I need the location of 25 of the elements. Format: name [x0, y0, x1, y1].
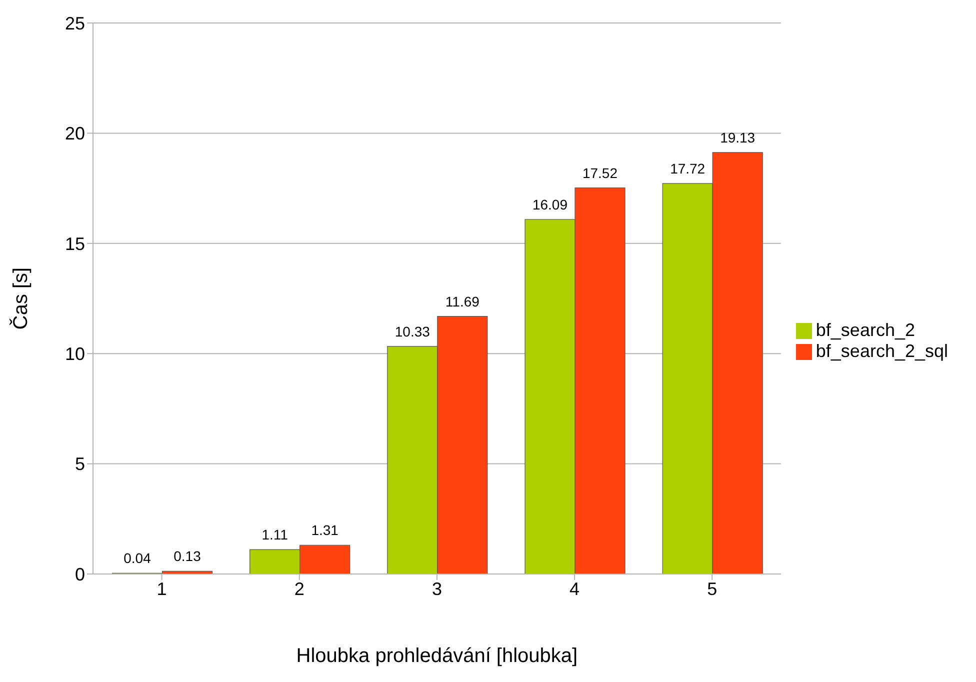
data-label: 0.13 [174, 548, 202, 564]
data-label: 1.31 [311, 522, 339, 538]
y-axis-title: Čas [s] [9, 267, 32, 330]
data-label: 10.33 [394, 323, 430, 340]
y-tick-label: 10 [64, 344, 85, 364]
data-label: 19.13 [720, 129, 756, 146]
x-tick-label: 1 [156, 578, 167, 599]
data-label: 16.09 [532, 196, 568, 212]
data-label: 1.11 [262, 526, 288, 543]
data-label: 17.52 [582, 164, 618, 181]
y-tick-label: 15 [64, 234, 85, 254]
legend-label: bf_search_2 [816, 320, 915, 340]
legend-label: bf_search_2_sql [816, 341, 948, 361]
data-label: 17.72 [670, 160, 706, 176]
y-tick-label: 0 [74, 564, 85, 584]
x-tick-label: 3 [432, 578, 442, 599]
x-tick-label: 2 [294, 578, 304, 599]
x-tick-label: 4 [570, 578, 580, 599]
data-label: 0.04 [124, 550, 152, 566]
y-tick-label: 20 [64, 124, 85, 144]
y-tick-label: 25 [64, 13, 85, 34]
x-axis-title: Hloubka prohledávání [hloubka] [296, 645, 578, 667]
data-label: 11.69 [445, 293, 480, 310]
y-tick-label: 5 [74, 454, 85, 474]
x-tick-label: 5 [707, 578, 718, 599]
